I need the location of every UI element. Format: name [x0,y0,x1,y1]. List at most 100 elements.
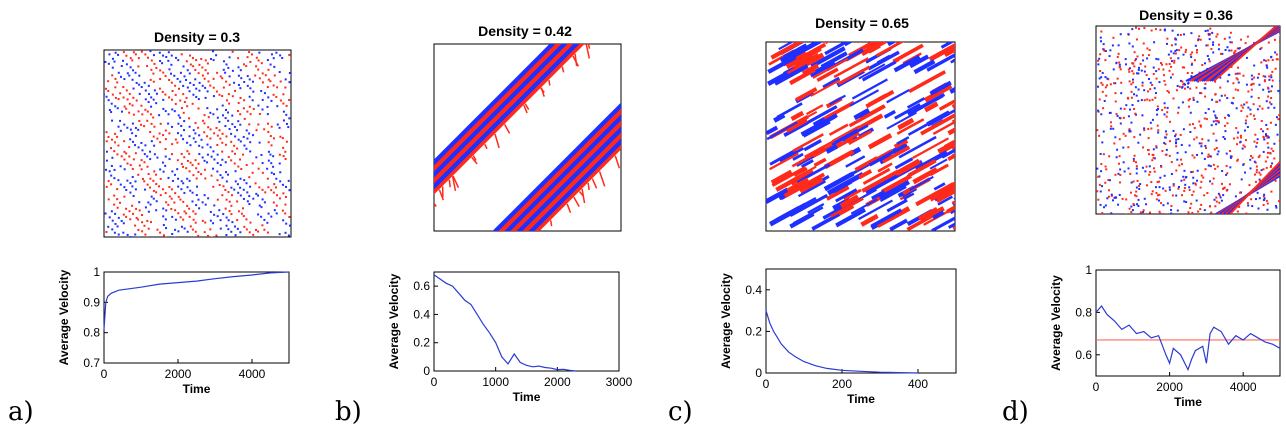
traffic-cell [1147,127,1150,130]
traffic-cell [1123,107,1126,110]
traffic-cell [1101,90,1104,93]
traffic-cell [207,234,210,237]
traffic-cell [1143,89,1146,92]
traffic-cell [384,159,386,161]
traffic-cell [1256,141,1259,144]
traffic-cell [204,86,207,89]
traffic-cell [230,194,233,197]
traffic-cell [332,234,334,236]
traffic-segment [824,42,830,45]
traffic-cell [371,165,373,167]
traffic-cell [1253,76,1256,79]
traffic-cell [153,153,156,156]
traffic-cell [1236,78,1239,81]
traffic-cell [1234,195,1237,198]
traffic-cell [1256,76,1259,79]
traffic-cell [155,102,158,105]
x-tick-label: 1000 [482,375,509,389]
traffic-cell [1109,83,1112,86]
traffic-cell [1129,191,1132,194]
traffic-cell [159,231,162,234]
traffic-segment [862,167,891,185]
traffic-cell [1172,52,1175,55]
traffic-cell [179,198,182,201]
traffic-cell [249,60,252,63]
traffic-cell [204,59,207,62]
traffic-segment [828,123,849,136]
traffic-cell [1155,70,1158,73]
traffic-cell [15,77,17,79]
traffic-cell [1159,28,1162,31]
traffic-cell [248,195,251,198]
traffic-segment [848,104,886,128]
traffic-segment [833,57,869,79]
traffic-segment [769,202,807,227]
traffic-cell [233,152,236,155]
traffic-cell [141,149,144,152]
traffic-cell [224,171,227,174]
traffic-cell [60,68,62,70]
traffic-segment [770,169,793,185]
traffic-cell [165,255,167,257]
traffic-cell [255,156,258,159]
traffic-cell [241,258,243,260]
traffic-cell [263,201,266,204]
traffic-cell [342,234,344,236]
traffic-cell [319,192,321,194]
traffic-cell [272,84,275,87]
traffic-cell [1190,75,1193,78]
traffic-cell [42,124,44,126]
traffic-cell [321,241,323,243]
traffic-cell [436,245,438,247]
traffic-cell [101,76,103,78]
traffic-cell [1137,88,1140,91]
traffic-cell [316,225,318,227]
y-axis-label: Average Velocity [719,273,733,369]
traffic-cell [147,101,150,104]
traffic-cell [206,62,209,65]
traffic-cell [63,117,65,119]
traffic-cell [1266,156,1269,159]
traffic-cell [402,213,404,215]
traffic-streak [709,62,712,70]
traffic-streak [682,89,685,96]
traffic-cell [300,247,302,249]
traffic-cell [1175,169,1178,172]
traffic-cell [120,75,123,78]
traffic-cell [191,164,194,167]
traffic-cell [201,74,204,77]
traffic-segment [936,189,955,203]
traffic-cell [84,211,86,213]
traffic-cell [210,155,213,158]
traffic-cell [266,221,269,224]
traffic-band [528,138,621,231]
traffic-cell [129,246,131,248]
traffic-cell [1187,82,1190,85]
traffic-cell [347,151,349,153]
traffic-streak [591,178,598,189]
traffic-cell [1252,114,1255,117]
traffic-cell [1229,155,1232,158]
traffic-band [434,44,581,191]
traffic-cell [332,244,334,246]
traffic-cell [263,128,266,131]
traffic-cell [305,109,307,111]
traffic-cell [1110,125,1113,128]
traffic-cell [1131,70,1134,73]
traffic-cell [1122,116,1125,119]
traffic-cell [311,105,313,107]
traffic-cell [1110,193,1113,196]
traffic-streak [581,188,586,204]
traffic-cell [325,99,327,101]
traffic-cell [192,137,195,140]
traffic-cell [1141,81,1144,84]
traffic-cell [1171,29,1174,32]
traffic-cell [141,221,144,224]
traffic-cell [1135,190,1138,193]
traffic-cell [234,89,237,92]
traffic-cell [150,140,153,143]
traffic-streak [572,55,580,67]
traffic-cell [260,89,263,92]
traffic-cell [1098,134,1101,137]
traffic-cell [266,113,269,116]
